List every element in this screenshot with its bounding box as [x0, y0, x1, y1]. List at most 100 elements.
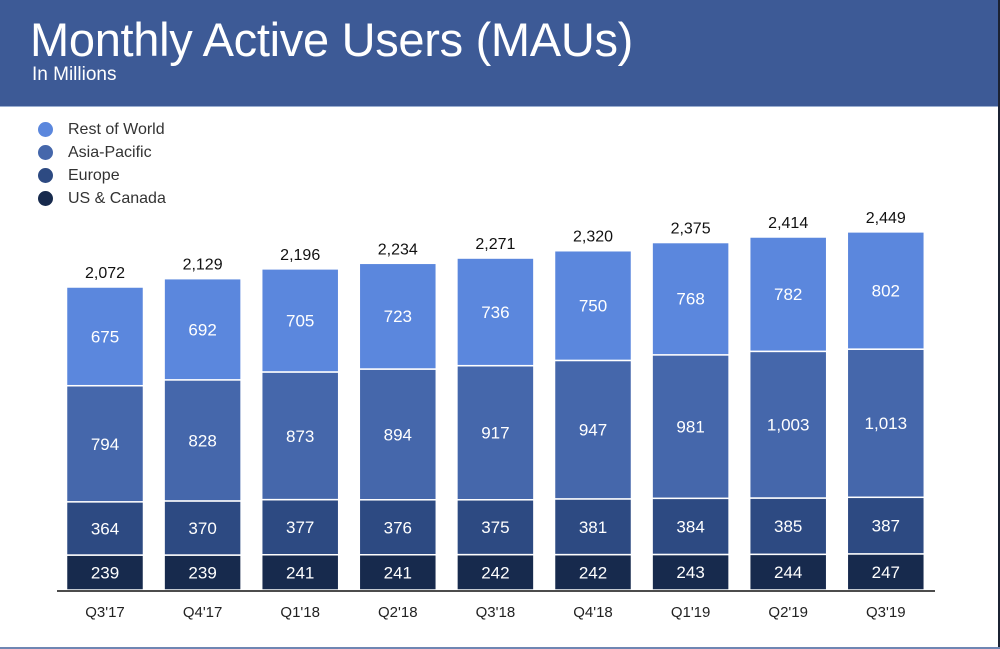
- bar-segment-europe: [358, 499, 438, 556]
- bar-segment-europe: [748, 497, 828, 556]
- segment-label-rest-of-world: 736: [481, 303, 509, 322]
- bar-segment-rest-of-world: [456, 257, 535, 367]
- bar-segment-us-canada: [456, 553, 535, 591]
- x-tick-label: Q4'17: [183, 604, 223, 621]
- total-label: 2,375: [671, 221, 711, 238]
- x-tick-label: Q3'17: [85, 604, 125, 621]
- segment-label-asia-pacific: 894: [384, 425, 412, 444]
- segment-label-asia-pacific: 917: [481, 424, 509, 443]
- legend-swatch-us-canada: [38, 191, 53, 206]
- bar-segment-europe: [651, 497, 730, 556]
- segment-label-asia-pacific: 1,003: [767, 416, 810, 435]
- legend-swatch-rest-of-world: [38, 122, 53, 137]
- segment-label-europe: 381: [579, 518, 607, 537]
- segment-label-asia-pacific: 873: [286, 427, 314, 446]
- bar-segment-europe: [846, 496, 926, 555]
- total-label: 2,129: [183, 257, 223, 274]
- segment-label-us-canada: 239: [91, 564, 119, 583]
- segment-label-rest-of-world: 768: [676, 290, 704, 309]
- segment-label-rest-of-world: 723: [384, 307, 412, 326]
- segment-label-europe: 375: [481, 518, 509, 537]
- bar-segment-rest-of-world: [65, 286, 145, 387]
- legend-item-us-canada: US & Canada: [38, 187, 166, 210]
- total-label: 2,271: [475, 236, 515, 253]
- bar-segment-us-canada: [65, 554, 145, 591]
- segment-label-us-canada: 243: [676, 563, 704, 582]
- segment-label-us-canada: 244: [774, 563, 802, 582]
- segment-label-rest-of-world: 802: [872, 282, 900, 301]
- bar-segment-asia-pacific: [260, 371, 340, 501]
- segment-label-rest-of-world: 692: [188, 320, 216, 339]
- segment-label-us-canada: 241: [286, 563, 314, 582]
- legend-label: US & Canada: [68, 189, 166, 207]
- x-tick-label: Q2'18: [378, 604, 418, 621]
- bar-segment-rest-of-world: [358, 262, 438, 370]
- bar-segment-us-canada: [163, 554, 242, 591]
- segment-label-europe: 377: [286, 518, 314, 537]
- bar-segment-rest-of-world: [651, 241, 730, 356]
- x-tick-label: Q3'18: [476, 604, 516, 621]
- x-tick-label: Q3'19: [866, 604, 906, 621]
- segment-label-us-canada: 242: [579, 563, 607, 582]
- bar-group-q2-19: 244 385 1,003 782 2,414 Q2'19: [748, 215, 828, 621]
- segment-label-europe: 376: [384, 518, 412, 537]
- bar-segment-europe: [456, 499, 535, 556]
- bar-group-q1-18: 241 377 873 705 2,196 Q1'18: [260, 247, 340, 621]
- chart-subtitle: In Millions: [32, 64, 117, 85]
- bar-segment-rest-of-world: [163, 277, 242, 381]
- segment-label-asia-pacific: 828: [188, 431, 216, 450]
- segment-label-rest-of-world: 750: [579, 297, 607, 316]
- segment-label-rest-of-world: 782: [774, 285, 802, 304]
- total-label: 2,320: [573, 229, 613, 246]
- bar-group-q3-18: 242 375 917 736 2,271 Q3'18: [456, 236, 535, 621]
- bar-group-q3-17: 239 364 794 675 2,072 Q3'17: [65, 265, 145, 621]
- x-tick-label: Q1'18: [280, 604, 320, 621]
- legend-swatch-europe: [38, 168, 53, 183]
- total-label: 2,234: [378, 241, 418, 258]
- bar-segment-us-canada: [846, 553, 926, 591]
- x-tick-label: Q1'19: [671, 604, 711, 621]
- bar-group-q1-19: 243 384 981 768 2,375 Q1'19: [651, 221, 730, 621]
- segment-label-asia-pacific: 981: [676, 418, 704, 437]
- legend-label: Asia-Pacific: [68, 143, 152, 161]
- segment-label-us-canada: 242: [481, 563, 509, 582]
- bar-segment-rest-of-world: [748, 236, 828, 353]
- bar-segment-europe: [65, 501, 145, 556]
- x-tick-label: Q4'18: [573, 604, 613, 621]
- segment-label-europe: 384: [676, 517, 704, 536]
- chart-title: Monthly Active Users (MAUs): [30, 13, 634, 66]
- bar-group-q4-18: 242 381 947 750 2,320 Q4'18: [553, 229, 633, 621]
- legend-label: Europe: [68, 166, 120, 184]
- bar-segment-us-canada: [260, 554, 340, 591]
- bar-segment-asia-pacific: [748, 350, 828, 499]
- segment-label-europe: 364: [91, 519, 119, 538]
- bar-group-q3-19: 247 387 1,013 802 2,449 Q3'19: [846, 210, 926, 621]
- total-label: 2,196: [280, 247, 320, 264]
- total-label: 2,072: [85, 265, 125, 282]
- slide-border-right: [998, 0, 1000, 649]
- segment-label-asia-pacific: 794: [91, 435, 119, 454]
- legend-item-europe: Europe: [38, 164, 166, 187]
- legend-swatch-asia-pacific: [38, 145, 53, 160]
- segment-label-europe: 387: [872, 517, 900, 536]
- bar-segment-rest-of-world: [260, 268, 340, 373]
- bar-segment-us-canada: [748, 553, 828, 591]
- segment-label-rest-of-world: 705: [286, 311, 314, 330]
- segment-label-us-canada: 241: [384, 563, 412, 582]
- slide-border-bottom: [0, 647, 1000, 649]
- segment-label-asia-pacific: 947: [579, 421, 607, 440]
- segment-label-rest-of-world: 675: [91, 327, 119, 346]
- total-label: 2,449: [866, 210, 906, 227]
- bar-group-q2-18: 241 376 894 723 2,234 Q2'18: [358, 241, 438, 621]
- legend: Rest of World Asia-Pacific Europe US & C…: [38, 118, 166, 210]
- bar-segment-asia-pacific: [163, 379, 242, 502]
- bar-group-q4-17: 239 370 828 692 2,129 Q4'17: [163, 257, 242, 621]
- bar-segment-rest-of-world: [553, 249, 633, 362]
- bar-segment-asia-pacific: [846, 348, 926, 499]
- segment-label-europe: 385: [774, 517, 802, 536]
- legend-label: Rest of World: [68, 120, 165, 138]
- segment-label-us-canada: 247: [872, 563, 900, 582]
- legend-item-rest-of-world: Rest of World: [38, 118, 166, 141]
- segment-label-us-canada: 239: [188, 564, 216, 583]
